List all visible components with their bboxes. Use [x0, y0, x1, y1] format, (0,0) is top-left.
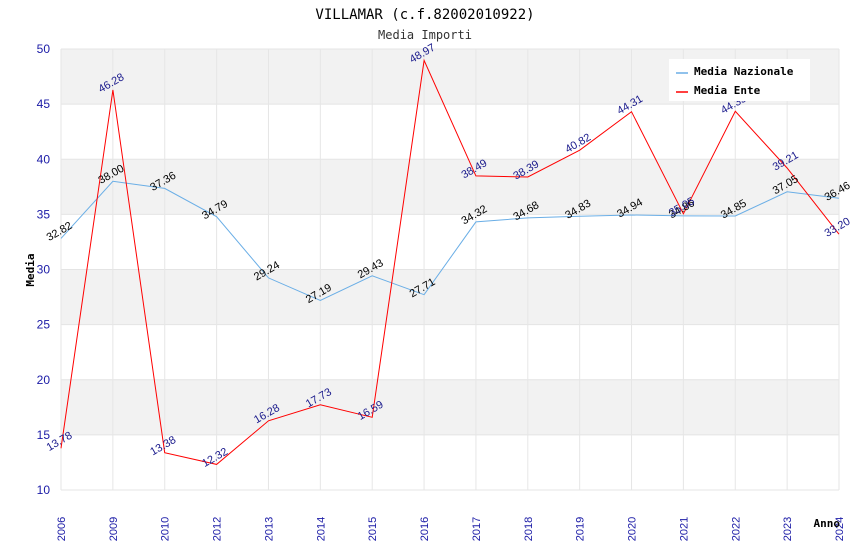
grid-band — [61, 434, 839, 490]
x-tick-label: 2020 — [627, 517, 639, 541]
x-tick-label: 2010 — [160, 517, 172, 541]
x-tick-label: 2014 — [315, 517, 327, 541]
legend-box — [669, 59, 810, 101]
x-tick-label: 2006 — [56, 517, 68, 541]
chart-subtitle: Media Importi — [378, 28, 472, 42]
x-tick-label: 2019 — [575, 517, 587, 541]
grid-bands — [61, 48, 839, 491]
chart-title: VILLAMAR (c.f.82002010922) — [315, 7, 534, 23]
x-tick-label: 2009 — [108, 517, 120, 541]
y-tick-label: 50 — [37, 42, 51, 56]
x-tick-label: 2015 — [367, 517, 379, 541]
series-line-media-ente — [60, 58, 840, 465]
x-tick-label: 2013 — [263, 517, 275, 541]
x-tick-label: 2021 — [678, 517, 690, 541]
y-tick-label: 45 — [37, 97, 51, 111]
y-tick-label: 10 — [37, 483, 51, 497]
legend-label-media-ente: Media Ente — [694, 84, 761, 97]
legend: Media Nazionale Media Ente — [669, 59, 810, 101]
y-axis-label: Media — [24, 253, 37, 286]
series-line-media-nazionale — [60, 180, 840, 302]
x-tick-label: 2024 — [834, 517, 846, 541]
legend-label-media-nazionale: Media Nazionale — [694, 65, 794, 78]
series-lines — [60, 58, 840, 465]
y-tick-label: 25 — [37, 318, 51, 332]
grid-band — [61, 214, 839, 270]
x-tick-label: 2017 — [471, 517, 483, 541]
x-tick-label: 2018 — [523, 517, 535, 541]
grid-band — [61, 324, 839, 380]
y-axis-ticks: 10 15 20 25 30 35 40 45 50 — [37, 42, 51, 497]
x-tick-label: 2023 — [782, 517, 794, 541]
grid-band — [61, 104, 839, 160]
x-axis-ticks: 2006 2009 2010 2012 2013 2014 2015 2016 2017 2018… — [56, 517, 846, 541]
y-tick-label: 20 — [37, 373, 51, 387]
y-tick-label: 15 — [37, 428, 51, 442]
grid-band — [61, 159, 839, 215]
y-tick-label: 35 — [37, 207, 51, 221]
x-axis-label: Anno — [814, 517, 841, 530]
y-tick-label: 30 — [37, 263, 51, 277]
x-tick-label: 2012 — [212, 517, 224, 541]
grid-band — [61, 269, 839, 325]
x-tick-label: 2016 — [419, 517, 431, 541]
y-tick-label: 40 — [37, 152, 51, 166]
grid-band — [61, 379, 839, 435]
x-tick-label: 2022 — [730, 517, 742, 541]
